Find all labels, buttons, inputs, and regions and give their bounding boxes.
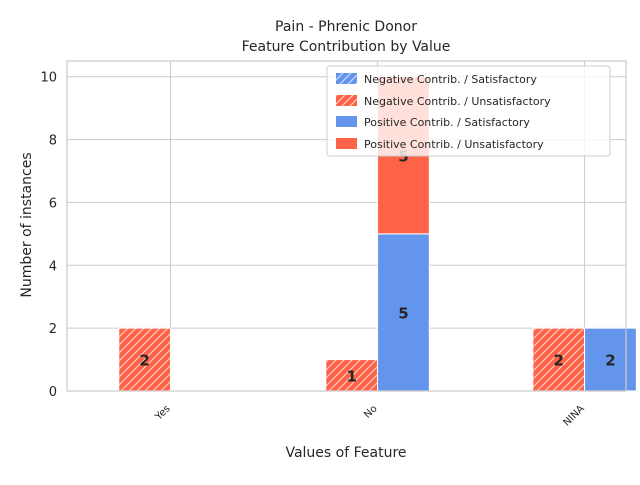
y-tick-label: 0 (49, 385, 57, 400)
bar-value-label: 5 (398, 304, 408, 322)
legend-box (326, 65, 611, 157)
legend-swatch-pos-unsat (336, 138, 357, 149)
legend-label-neg-sat: Negative Contrib. / Satisfactory (364, 73, 537, 86)
y-tick-label: 8 (49, 134, 57, 149)
x-axis-ticks: Yes No NINA (153, 403, 587, 428)
x-tick-label: NINA (561, 403, 586, 428)
legend-swatch-neg-unsat (336, 95, 357, 106)
x-axis-label: Values of Feature (285, 445, 406, 461)
bar-value-label: 2 (553, 352, 563, 370)
bar-value-label: 1 (346, 367, 356, 385)
y-tick-label: 6 (49, 196, 57, 211)
legend-label-neg-unsat: Negative Contrib. / Unsatisfactory (364, 95, 551, 108)
chart-title: Pain - Phrenic Donor (275, 19, 417, 35)
plot-frame (66, 60, 627, 392)
legend-label-pos-unsat: Positive Contrib. / Unsatisfactory (364, 138, 544, 151)
bar-segment (118, 327, 172, 392)
x-tick-label: No (362, 403, 379, 420)
y-tick-label: 4 (49, 259, 57, 274)
bar-value-label: 2 (139, 352, 149, 370)
y-axis-ticks: 0 2 4 6 8 10 (40, 71, 57, 400)
y-tick-label: 10 (40, 71, 57, 86)
y-tick-label: 2 (49, 322, 57, 337)
legend-swatch-neg-sat (336, 73, 357, 84)
y-axis-label: Number of instances (19, 152, 35, 297)
chart-subtitle: Feature Contribution by Value (242, 39, 451, 55)
plot-border (66, 60, 627, 392)
bar-value-label: 2 (605, 352, 615, 370)
legend: Negative Contrib. / Satisfactory Negativ… (326, 65, 611, 157)
bar-segment (584, 327, 637, 392)
x-tick-label: Yes (153, 403, 173, 423)
legend-label-pos-sat: Positive Contrib. / Satisfactory (364, 116, 530, 129)
legend-swatch-pos-sat (336, 116, 357, 127)
